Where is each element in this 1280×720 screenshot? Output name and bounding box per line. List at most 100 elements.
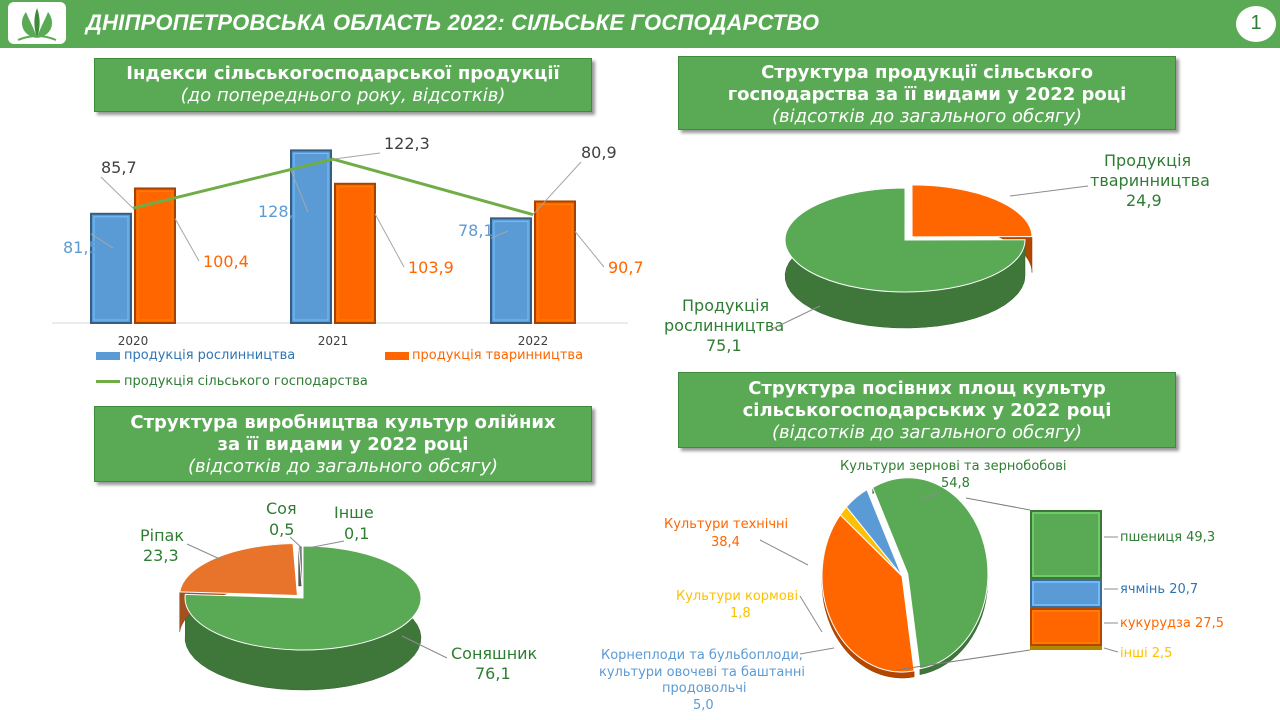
page-title: ДНІПРОПЕТРОВСЬКА ОБЛАСТЬ 2022: СІЛЬСЬКЕ …	[86, 10, 820, 35]
leader-animal-2022	[574, 231, 605, 268]
bar-plant-2022	[490, 217, 532, 324]
indices-bar-chart: 2020 81,5 100,4 2021 128,8 103,9 2022 78,1 90,7 8…	[52, 134, 644, 348]
leader-plant-2021	[290, 170, 309, 213]
sown-label-technical-value: 38,4	[711, 535, 740, 550]
bar-animal-bevel-2022	[537, 203, 573, 321]
data-label-plant-2020: 81,5	[63, 238, 99, 257]
products-pie-slice-0	[911, 184, 1033, 238]
oil-label-rapeseed-value: 23,3	[143, 546, 179, 565]
leader-animal-2020	[174, 218, 200, 262]
pie-value-animal: 24,9	[1126, 191, 1162, 210]
products-pie-chart	[784, 184, 1033, 329]
sown-label-grain-value: 54,8	[941, 476, 970, 491]
data-label-plant-2021: 128,8	[258, 202, 304, 221]
pie-label-animal-line2: тваринництва	[1090, 171, 1210, 190]
indices-title: Індекси сільськогосподарської продукції	[126, 63, 560, 84]
sown-label-fodder-name: Культури кормові	[676, 589, 799, 604]
sown-label-roots-line2: культури овочеві та баштанні	[599, 665, 805, 680]
oil-label-soy-value: 0,5	[269, 520, 295, 539]
stack-segment-ячмінь	[1030, 579, 1102, 608]
data-label-agri-2022: 80,9	[581, 143, 617, 162]
oilseeds-subtitle: (відсотків до загального обсягу)	[188, 456, 498, 477]
oil-pie-slice-1	[179, 542, 298, 596]
legend-swatch-plant	[96, 352, 120, 360]
bar-animal-2021	[334, 182, 376, 324]
leader-agri-2021	[332, 152, 381, 160]
legend-swatch-agri	[96, 380, 120, 383]
slide-number-badge: 1	[1236, 6, 1276, 42]
bar-plant-bevel-2021	[293, 152, 329, 321]
pie-label-plant-line2: рослинництва	[664, 316, 785, 335]
leader-agri-2020	[100, 176, 134, 209]
breakdown-label-corn: кукурудза 27,5	[1120, 616, 1224, 631]
breakdown-label-wheat: пшениця 49,3	[1120, 530, 1216, 545]
slide-number: 1	[1250, 12, 1262, 34]
bar-animal-2022	[534, 200, 576, 324]
line-agri	[132, 157, 534, 217]
oil-label-other-name: Інше	[334, 503, 374, 522]
oil-label-soy-name: Соя	[266, 499, 297, 518]
legend-label-agri: продукція сільського господарства	[124, 374, 368, 389]
bar-plant-bevel-2020	[93, 216, 129, 321]
sown-label-grain-name: Культури зернові та зернобобові	[840, 459, 1067, 474]
oilseeds-title-line1: Структура виробництва культур олійних	[130, 412, 556, 433]
data-label-animal-2021: 103,9	[408, 258, 454, 277]
sown-label-roots-line1: Корнеплоди та бульбоплоди,	[601, 648, 803, 663]
bar-plant-2020	[90, 212, 132, 324]
data-label-animal-2022: 90,7	[608, 258, 644, 277]
oil-label-sunflower-value: 76,1	[475, 664, 511, 683]
x-tick-2020: 2020	[118, 334, 149, 348]
oilseeds-title-box: Структура виробництва культур олійних за…	[94, 406, 592, 482]
bar-animal-2020	[134, 187, 176, 324]
breakdown-label-others: інші 2,5	[1120, 646, 1173, 661]
pie-label-animal-line1: Продукція	[1104, 151, 1192, 170]
leaf-logo-icon	[8, 2, 66, 44]
oilseeds-pie-chart	[179, 542, 422, 691]
products-pie-slice-1	[784, 187, 1026, 293]
pie-value-plant: 75,1	[706, 336, 742, 355]
sown-areas-title-box: Структура посівних площ культур сільсько…	[678, 372, 1176, 448]
sown-areas-title-line1: Структура посівних площ культур	[748, 378, 1106, 399]
leader-plant-2020	[90, 233, 114, 249]
stack-segment-пшениця	[1030, 510, 1102, 580]
data-label-agri-2021: 122,3	[384, 134, 430, 153]
grain-breakdown-stack	[1030, 510, 1102, 651]
legend-label-plant: продукція рослинництва	[124, 348, 296, 363]
sown-label-roots-value: 5,0	[693, 698, 714, 713]
sown-pie-slice-3	[845, 488, 903, 577]
structure-products-title-line1: Структура продукції сільського	[761, 62, 1093, 83]
structure-products-title-line2: господарства за її видами у 2022 році	[727, 84, 1127, 105]
oilseeds-title-line2: за її видами у 2022 році	[217, 434, 469, 455]
oil-label-sunflower-name: Соняшник	[451, 644, 538, 663]
legend-label-animal: продукція тваринництва	[412, 348, 584, 363]
oil-label-rapeseed-name: Ріпак	[140, 526, 185, 545]
data-label-animal-2020: 100,4	[203, 252, 249, 271]
oil-pie-slice-3	[301, 545, 304, 599]
bar-plant-2021	[290, 149, 332, 324]
leader-plant-2022	[490, 230, 509, 239]
x-tick-2021: 2021	[318, 334, 349, 348]
sown-label-fodder-value: 1,8	[730, 606, 751, 621]
bar-animal-bevel-2020	[137, 190, 173, 321]
indices-subtitle: (до попереднього року, відсотків)	[180, 85, 506, 106]
indices-title-box: Індекси сільськогосподарської продукції …	[94, 58, 592, 112]
sown-areas-pie-chart	[821, 477, 989, 679]
oil-label-other-value: 0,1	[344, 524, 370, 543]
pie-label-plant-line1: Продукція	[682, 296, 770, 315]
leader-agri-2022	[532, 161, 582, 215]
structure-products-subtitle: (відсотків до загального обсягу)	[772, 106, 1082, 127]
bar-animal-bevel-2021	[337, 186, 373, 321]
sown-pie-slice-1	[821, 514, 915, 673]
sown-areas-title-line2: сільськогосподарських у 2022 році	[742, 400, 1112, 421]
sown-label-roots-line3: продовольчі	[662, 681, 747, 696]
stack-segment-кукурудза	[1030, 607, 1102, 647]
sown-label-technical-name: Культури технічні	[664, 517, 789, 532]
leader-animal-2021	[374, 213, 405, 268]
sown-areas-subtitle: (відсотків до загального обсягу)	[772, 422, 1082, 443]
bar-plant-bevel-2022	[493, 220, 529, 321]
stack-segment-інші	[1030, 646, 1102, 651]
data-label-agri-2020: 85,7	[101, 158, 137, 177]
legend-swatch-animal	[385, 352, 409, 360]
structure-products-title-box: Структура продукції сільського господарс…	[678, 56, 1176, 130]
header-bar: ДНІПРОПЕТРОВСЬКА ОБЛАСТЬ 2022: СІЛЬСЬКЕ …	[0, 0, 1280, 48]
